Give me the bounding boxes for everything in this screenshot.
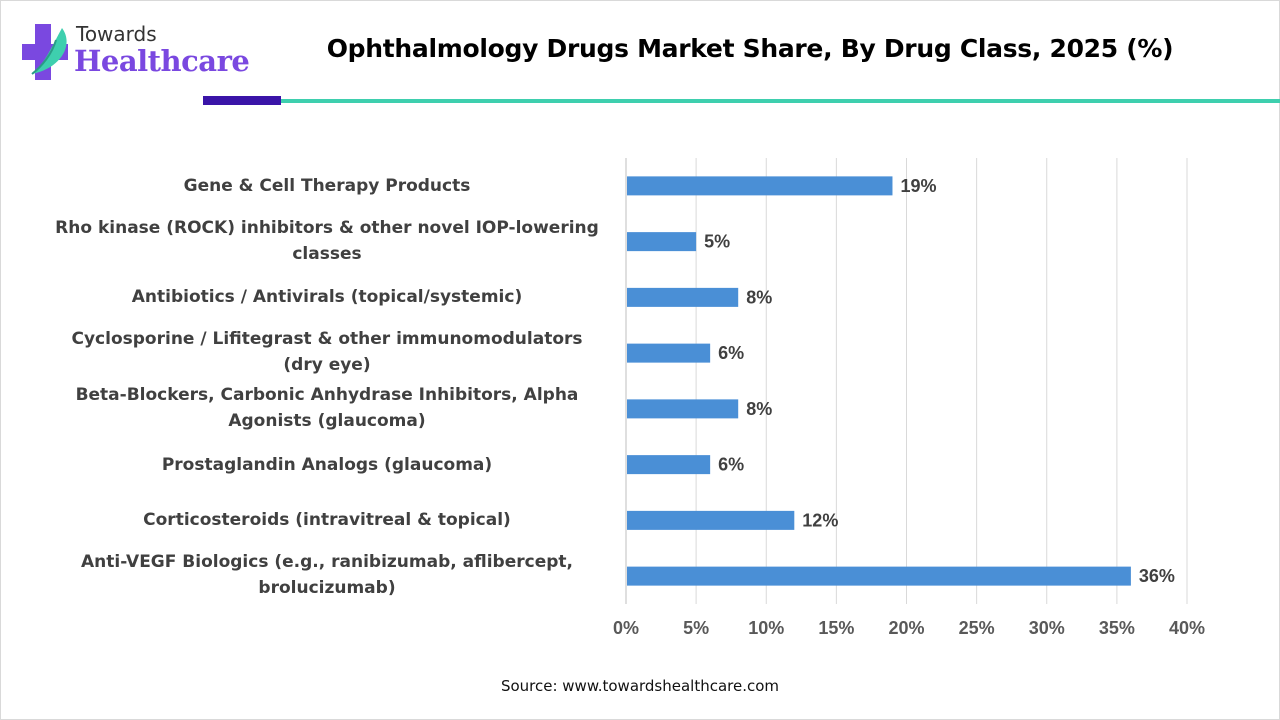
bar	[627, 399, 739, 419]
medical-cross-leaf-icon	[22, 24, 68, 80]
bar	[627, 455, 711, 475]
chart-title: Ophthalmology Drugs Market Share, By Dru…	[326, 34, 1174, 63]
category-label-line: brolucizumab)	[258, 578, 396, 599]
header-accent-bar	[203, 96, 281, 105]
x-tick-label: 10%	[748, 618, 784, 638]
category-label: Gene & Cell Therapy Products	[47, 173, 607, 199]
x-tick-label: 35%	[1099, 618, 1135, 638]
category-label: Prostaglandin Analogs (glaucoma)	[47, 452, 607, 478]
category-label-line: Corticosteroids (intravitreal & topical)	[143, 510, 511, 531]
category-label-line: (dry eye)	[283, 355, 371, 376]
data-label: 36%	[1139, 566, 1175, 586]
category-label: Antibiotics / Antivirals (topical/system…	[47, 284, 607, 310]
logo-text-healthcare: Healthcare	[74, 44, 250, 78]
data-label: 12%	[802, 510, 838, 530]
category-label: Rho kinase (ROCK) inhibitors & other nov…	[47, 215, 607, 267]
category-label-line: Antibiotics / Antivirals (topical/system…	[131, 287, 523, 308]
bar	[627, 232, 697, 252]
category-label: Corticosteroids (intravitreal & topical)	[47, 507, 607, 533]
bar	[627, 510, 795, 530]
header-divider-line	[281, 99, 1280, 103]
bar	[627, 343, 711, 363]
category-label-line: Cyclosporine / Lifitegrast & other immun…	[71, 329, 583, 350]
category-label: Anti-VEGF Biologics (e.g., ranibizumab, …	[47, 549, 607, 601]
category-label-line: Beta-Blockers, Carbonic Anhydrase Inhibi…	[75, 384, 579, 405]
data-label: 19%	[900, 176, 936, 196]
x-tick-label: 15%	[818, 618, 854, 638]
towards-healthcare-logo: Towards Healthcare	[20, 20, 250, 90]
source-caption: Source: www.towardshealthcare.com	[500, 677, 780, 695]
bar	[627, 566, 1131, 586]
data-label: 8%	[746, 399, 772, 419]
category-label-line: Prostaglandin Analogs (glaucoma)	[161, 454, 493, 475]
category-label: Cyclosporine / Lifitegrast & other immun…	[47, 326, 607, 378]
data-label: 6%	[718, 343, 744, 363]
category-label-line: Agonists (glaucoma)	[228, 410, 426, 431]
x-tick-label: 0%	[613, 618, 639, 638]
data-label: 5%	[704, 232, 730, 252]
category-label-line: Anti-VEGF Biologics (e.g., ranibizumab, …	[81, 552, 573, 573]
x-tick-label: 5%	[683, 618, 709, 638]
data-label: 6%	[718, 455, 744, 475]
bar	[627, 287, 739, 307]
category-label-line: classes	[292, 243, 362, 264]
x-tick-label: 20%	[888, 618, 924, 638]
x-tick-label: 25%	[959, 618, 995, 638]
category-label: Beta-Blockers, Carbonic Anhydrase Inhibi…	[47, 382, 607, 434]
bar	[627, 176, 893, 196]
x-tick-label: 40%	[1169, 618, 1205, 638]
category-label-line: Rho kinase (ROCK) inhibitors & other nov…	[55, 217, 599, 238]
logo-text-towards: Towards	[76, 22, 157, 46]
x-tick-label: 30%	[1029, 618, 1065, 638]
category-label-line: Gene & Cell Therapy Products	[183, 175, 471, 196]
data-label: 8%	[746, 287, 772, 307]
